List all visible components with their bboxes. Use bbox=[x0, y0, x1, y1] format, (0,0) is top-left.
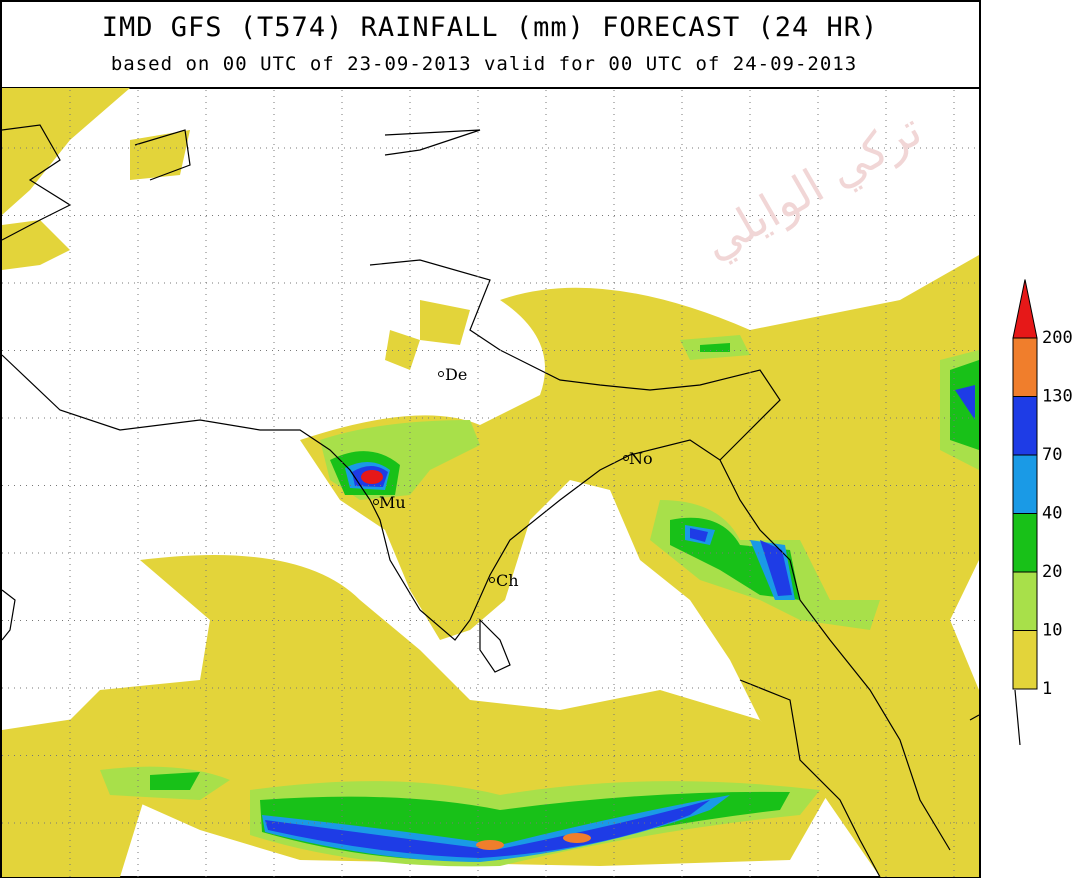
colorbar-band bbox=[1012, 571, 1038, 631]
colorbar-band bbox=[1012, 513, 1038, 573]
colorbar-band bbox=[1012, 396, 1038, 456]
rain-fields bbox=[2, 88, 979, 877]
colorbar-label: 10 bbox=[1042, 621, 1062, 641]
city-markers: De Mu No Ch bbox=[373, 365, 653, 590]
colorbar-label: 1 bbox=[1042, 679, 1052, 699]
colorbar-band bbox=[1012, 337, 1038, 397]
city-label: Ch bbox=[496, 571, 519, 590]
coastlines bbox=[1, 124, 1021, 878]
colorbar-label: 20 bbox=[1042, 562, 1062, 582]
city-label: Mu bbox=[379, 493, 406, 512]
frame bbox=[0, 0, 981, 878]
city-dot bbox=[373, 499, 379, 505]
colorbar-label: 70 bbox=[1042, 445, 1062, 465]
colorbar-arrow bbox=[1012, 279, 1038, 339]
city-dot bbox=[623, 455, 629, 461]
city-dot bbox=[489, 577, 495, 583]
city-label: No bbox=[629, 449, 653, 468]
title: IMD GFS (T574) RAINFALL (mm) FORECAST (2… bbox=[102, 12, 879, 43]
subtitle: based on 00 UTC of 23-09-2013 valid for … bbox=[111, 53, 857, 75]
colorbar-label: 40 bbox=[1042, 504, 1062, 524]
city-label: De bbox=[445, 365, 467, 384]
colorbar-band bbox=[1012, 630, 1038, 690]
city-dot bbox=[438, 371, 444, 377]
colorbar-label: 200 bbox=[1042, 328, 1073, 348]
grid bbox=[2, 90, 979, 877]
colorbar: 1 10 20 40 70 130 200 bbox=[1012, 279, 1073, 699]
colorbar-label: 130 bbox=[1042, 387, 1073, 407]
watermark: تركي الوايلي bbox=[693, 102, 931, 271]
colorbar-band bbox=[1012, 454, 1038, 514]
